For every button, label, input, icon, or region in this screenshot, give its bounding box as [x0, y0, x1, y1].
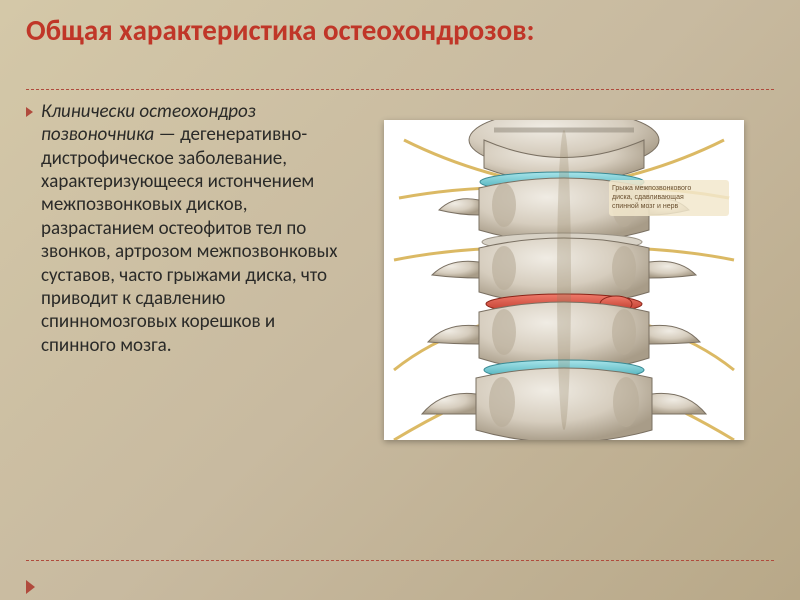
corner-marker-icon	[26, 580, 35, 594]
svg-text:Грыжа межпозвонкового: Грыжа межпозвонкового	[612, 185, 691, 192]
image-column: Грыжа межпозвонкового диска, сдавливающа…	[353, 100, 774, 440]
text-column: Клинически остеохондроз позвоночника — д…	[26, 100, 341, 440]
bullet-marker-icon	[26, 107, 33, 117]
bullet-item: Клинически остеохондроз позвоночника — д…	[26, 100, 341, 357]
page-title: Общая характеристика остеохондрозов:	[26, 14, 774, 47]
content-row: Клинически остеохондроз позвоночника — д…	[26, 100, 774, 440]
bullet-rest: — дегенеративно-дистрофическое заболеван…	[41, 123, 338, 356]
spine-image: Грыжа межпозвонкового диска, сдавливающа…	[384, 120, 744, 440]
bullet-text: Клинически остеохондроз позвоночника — д…	[41, 100, 341, 357]
svg-text:диска, сдавливающая: диска, сдавливающая	[612, 194, 684, 201]
divider-top	[26, 89, 774, 90]
divider-bottom	[26, 560, 774, 561]
spine-svg: Грыжа межпозвонкового диска, сдавливающа…	[384, 120, 744, 440]
svg-text:спинной мозг и нерв: спинной мозг и нерв	[612, 202, 679, 210]
